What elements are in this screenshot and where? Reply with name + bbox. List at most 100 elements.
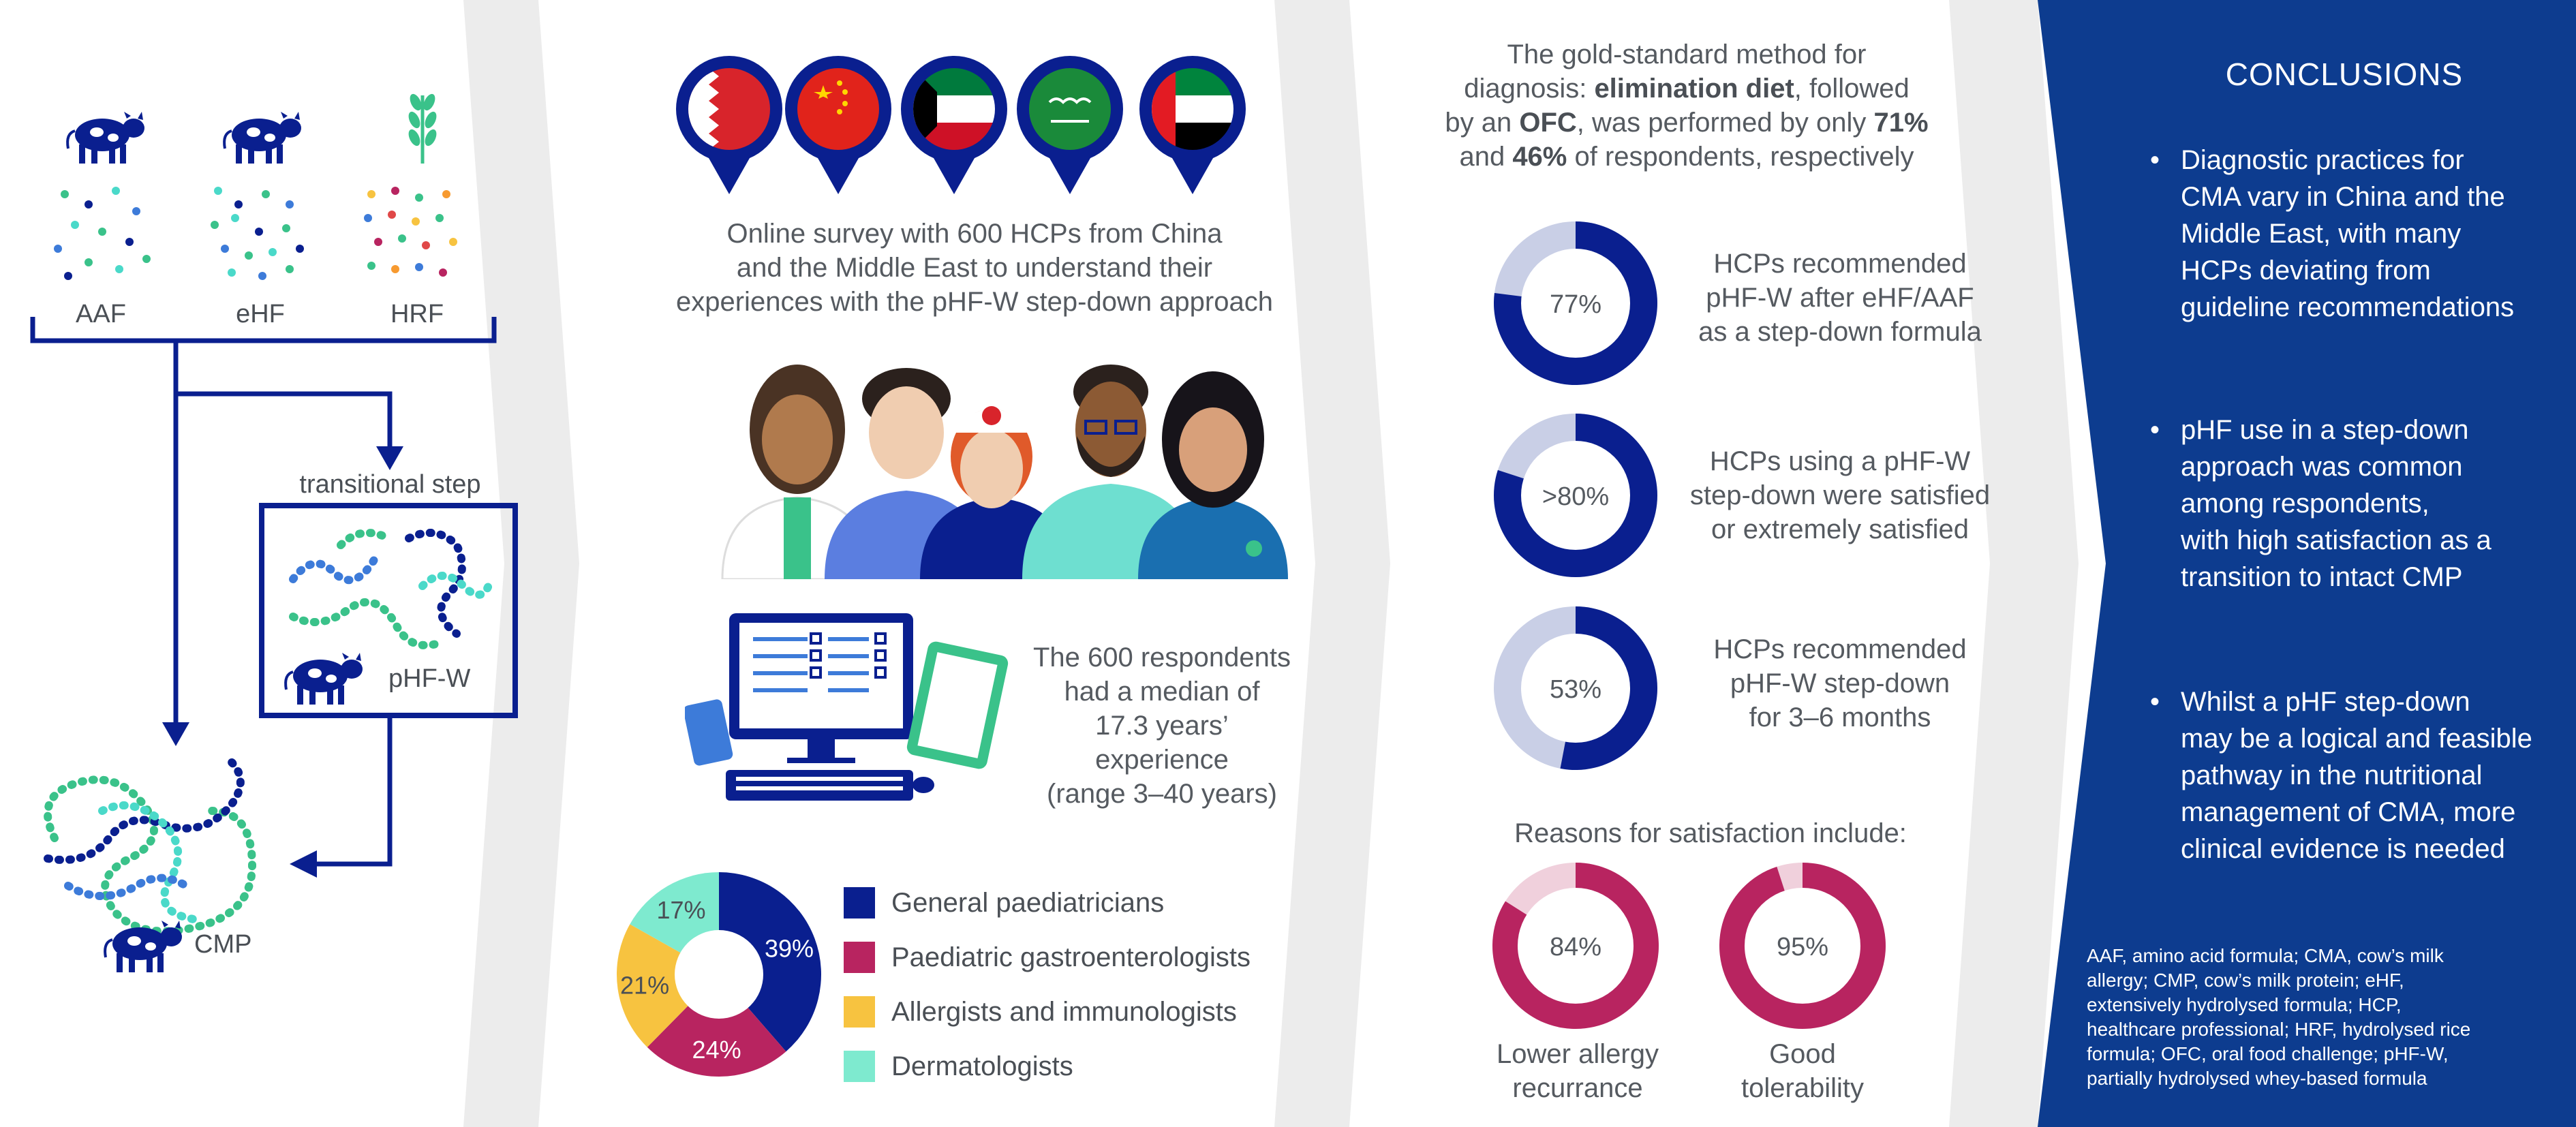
donut-hole (1521, 441, 1630, 550)
footnote-line: AAF, amino acid formula; CMA, cow’s milk (2087, 945, 2444, 966)
arrow-head (290, 850, 317, 878)
donut-hole (1518, 888, 1634, 1004)
legend-swatch (844, 942, 875, 973)
arrow-head (376, 446, 403, 470)
stat-line: for 3–6 months (1749, 703, 1931, 732)
formula-bracket (30, 317, 497, 343)
stat-line: HCPs using a pHF-W (1709, 446, 1971, 476)
legend-item: Dermatologists (844, 1039, 1251, 1094)
cow-icon (104, 919, 183, 974)
phf-arrow-line (313, 715, 393, 867)
bold-emphasis: elimination diet (1594, 74, 1794, 104)
stat-text-1: HCPs recommended pHF-W after eHF/AAF as … (1656, 247, 2024, 349)
donut-label: >80% (1542, 482, 1609, 511)
legend-label: Allergists and immunologists (891, 996, 1237, 1027)
gold-standard-text: The gold-standard method for diagnosis: … (1404, 37, 1969, 174)
bullet-line: Whilst a pHF step-down (2181, 687, 2470, 717)
nurse-icon (920, 406, 1070, 579)
cmp-label: CMP (194, 930, 252, 959)
stat-line: pHF-W step-down (1730, 668, 1950, 698)
bullet-line: pHF use in a step-down (2181, 415, 2469, 445)
legend-item: Allergists and immunologists (844, 985, 1251, 1039)
aaf-dots (54, 187, 151, 280)
cow-icon (66, 110, 146, 165)
cmp-protein-chains (44, 752, 257, 936)
text-run: diagnosis: (1464, 74, 1595, 104)
bold-emphasis: 46% (1512, 142, 1567, 172)
stat-line: pHF-W after eHF/AAF (1706, 283, 1974, 313)
pie-data-label: 21% (620, 971, 669, 999)
reason-caption-1: Lower allergy recurrance (1465, 1037, 1690, 1105)
aaf-label: AAF (76, 300, 126, 328)
gold-line: diagnosis: elimination diet, followed (1404, 72, 1969, 106)
donut-label: 95% (1777, 933, 1828, 961)
cow-icon (284, 651, 364, 706)
bullet-line: clinical evidence is needed (2181, 834, 2505, 864)
bullet-line: with high satisfaction as a (2181, 525, 2491, 555)
computer-illustration (685, 613, 1009, 801)
pie-slice (719, 872, 821, 1052)
text-run: and (1459, 142, 1513, 172)
mouse-icon (913, 777, 934, 793)
experience-text: The 600 respondents had a median of 17.3… (1029, 640, 1295, 811)
pie-slice (617, 924, 719, 1047)
experience-line: 17.3 years’ experience (1095, 711, 1229, 775)
pie-data-label: 39% (765, 934, 814, 962)
survey-line: and the Middle East to understand their (736, 253, 1213, 283)
stat-line: step-down were satisfied (1689, 480, 1991, 510)
china-flag-icon (785, 56, 891, 194)
bullet-line: HCPs deviating from (2181, 256, 2431, 285)
kuwait-flag-icon (901, 56, 1007, 194)
bullet-line: among respondents, (2181, 489, 2429, 519)
transition-arrow-line (176, 391, 393, 448)
footnote-line: formula; OFC, oral food challenge; pHF-W… (2087, 1043, 2449, 1064)
text-run: , followed (1794, 74, 1910, 104)
specialty-donut-chart: 39% 24% 21% 17% (617, 872, 821, 1077)
donut-hole (1521, 634, 1630, 743)
donut-label: 53% (1550, 675, 1601, 704)
legend-swatch (844, 996, 875, 1028)
survey-description: Online survey with 600 HCPs from China a… (613, 217, 1336, 319)
divider-chevron-1 (463, 0, 579, 1127)
stat-text-2: HCPs using a pHF-W step-down were satisf… (1656, 444, 2024, 546)
text-run: The gold-standard method for (1507, 40, 1867, 70)
bullet-line: pathway in the nutritional (2181, 760, 2483, 790)
experience-line: had a median of (1064, 677, 1260, 707)
divider-chevron-3 (1949, 0, 2079, 1127)
abbreviations-footnote: AAF, amino acid formula; CMA, cow’s milk… (2087, 944, 2564, 1091)
bullet-line: Middle East, with many (2181, 219, 2462, 249)
survey-line: Online survey with 600 HCPs from China (726, 219, 1223, 249)
bullet-dot: • (2150, 415, 2160, 445)
bold-emphasis: OFC (1519, 108, 1577, 138)
footnote-line: healthcare professional; HRF, hydrolysed… (2087, 1019, 2471, 1040)
stat-line: or extremely satisfied (1711, 514, 1969, 544)
pie-data-label: 24% (692, 1036, 741, 1064)
saudi-arabia-flag-icon (1017, 56, 1123, 194)
footnote-line: extensively hydrolysed formula; HCP, (2087, 994, 2402, 1015)
stat-line: HCPs recommended (1713, 249, 1967, 279)
caption-line: tolerability (1741, 1073, 1865, 1103)
experience-line: The 600 respondents (1032, 643, 1291, 673)
transitional-step-label: transitional step (299, 470, 481, 499)
bullet-line: management of CMA, more (2181, 797, 2516, 827)
arrow-head (162, 722, 189, 746)
cow-icon (223, 110, 303, 165)
phone-icon (685, 699, 733, 766)
wheat-icon (408, 93, 437, 164)
caption-line: Lower allergy (1497, 1039, 1659, 1069)
hrf-label: HRF (390, 300, 444, 328)
legend-swatch (844, 1051, 875, 1082)
hrf-dots (364, 187, 457, 277)
conclusion-bullet-3: • Whilst a pHF step-down may be a logica… (2150, 683, 2559, 867)
bullet-line: approach was common (2181, 452, 2463, 482)
text-run: , was performed by only (1576, 108, 1874, 138)
gold-line: by an OFC, was performed by only 71% (1404, 106, 1969, 140)
reason-caption-2: Good tolerability (1690, 1037, 1915, 1105)
keyboard-icon (726, 770, 913, 801)
bullet-line: CMA vary in China and the (2181, 182, 2505, 212)
gold-line: and 46% of respondents, respectively (1404, 140, 1969, 174)
footnote-line: allergy; CMP, cow’s milk protein; eHF, (2087, 970, 2404, 991)
survey-line: experiences with the pHF-W step-down app… (676, 287, 1273, 317)
gold-line: The gold-standard method for (1404, 37, 1969, 72)
